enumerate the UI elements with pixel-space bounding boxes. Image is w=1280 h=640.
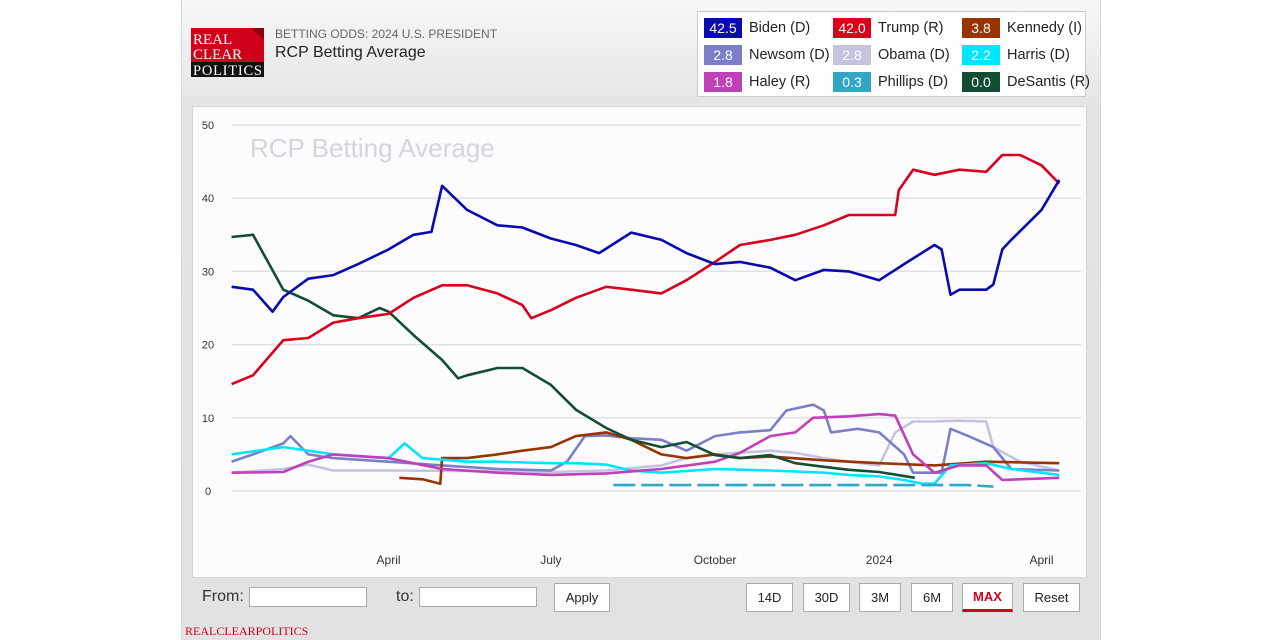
range-button-max[interactable]: MAX	[962, 583, 1013, 612]
series-line-haley	[231, 412, 1060, 482]
legend-name: Harris (D)	[1007, 47, 1070, 63]
series-line-phillips	[613, 483, 994, 488]
series-line-obama	[231, 419, 1060, 474]
x-tick-label: April	[377, 553, 401, 567]
legend-item[interactable]: 2.8 Obama (D)	[833, 44, 950, 66]
legend-item[interactable]: 42.0 Trump (R)	[833, 17, 944, 39]
y-tick-label: 50	[202, 120, 214, 132]
to-date-input[interactable]	[419, 587, 537, 607]
apply-button[interactable]: Apply	[554, 583, 610, 612]
legend-value: 42.0	[833, 18, 871, 38]
legend-value: 2.8	[833, 45, 871, 65]
legend-name: Biden (D)	[749, 20, 811, 36]
y-tick-label: 40	[202, 193, 214, 205]
range-button-reset[interactable]: Reset	[1023, 583, 1080, 612]
svg-text:POLITICS: POLITICS	[193, 63, 262, 77]
range-button-14d[interactable]: 14D	[746, 583, 793, 612]
legend-value: 2.2	[962, 45, 1000, 65]
series-line-trump	[231, 153, 1061, 386]
range-button-3m[interactable]: 3M	[859, 583, 901, 612]
legend-value: 3.8	[962, 18, 1000, 38]
x-tick-label: October	[694, 553, 737, 567]
legend-item[interactable]: 0.3 Phillips (D)	[833, 71, 948, 93]
legend-item[interactable]: 1.8 Haley (R)	[704, 71, 810, 93]
legend-value: 42.5	[704, 18, 742, 38]
x-tick-label: 2024	[866, 553, 893, 567]
series-line-biden	[231, 179, 1061, 313]
x-tick-label: July	[540, 553, 561, 567]
y-tick-label: 10	[202, 413, 214, 425]
legend-value: 2.8	[704, 45, 742, 65]
legend-item[interactable]: 42.5 Biden (D)	[704, 17, 810, 39]
y-tick-label: 20	[202, 340, 214, 352]
chart-title: RCP Betting Average	[275, 44, 426, 61]
watermark-title: RCP Betting Average	[250, 133, 495, 163]
legend: 42.5 Biden (D) 42.0 Trump (R) 3.8 Kennedy (I)…	[697, 11, 1090, 97]
footer-brand: REALCLEARPOLITICS	[185, 624, 309, 638]
legend-name: DeSantis (R)	[1007, 74, 1090, 90]
svg-text:REAL: REAL	[193, 32, 232, 48]
legend-name: Kennedy (I)	[1007, 20, 1082, 36]
rcp-logo: REAL CLEAR POLITICS	[191, 28, 264, 77]
x-tick-label: April	[1029, 553, 1053, 567]
range-button-6m[interactable]: 6M	[911, 583, 953, 612]
legend-item[interactable]: 0.0 DeSantis (R)	[962, 71, 1090, 93]
legend-name: Obama (D)	[878, 47, 950, 63]
chart-area	[192, 106, 1087, 578]
legend-name: Trump (R)	[878, 20, 944, 36]
chart-subtitle: BETTING ODDS: 2024 U.S. PRESIDENT	[275, 27, 498, 41]
series-line-harris	[231, 442, 1060, 485]
y-tick-label: 30	[202, 266, 214, 278]
date-toolbar: From: to: Apply 14D 30D 3M 6M MAX Reset	[192, 578, 1087, 620]
legend-item[interactable]: 2.8 Newsom (D)	[704, 44, 830, 66]
series-line-newsom	[231, 403, 1060, 474]
range-button-30d[interactable]: 30D	[803, 583, 850, 612]
series-line-desantis	[231, 233, 916, 480]
from-date-input[interactable]	[249, 587, 367, 607]
legend-item[interactable]: 3.8 Kennedy (I)	[962, 17, 1082, 39]
y-tick-label: 0	[205, 486, 211, 498]
legend-item[interactable]: 2.2 Harris (D)	[962, 44, 1070, 66]
legend-name: Phillips (D)	[878, 74, 949, 90]
from-label: From:	[202, 588, 244, 605]
svg-text:CLEAR: CLEAR	[193, 47, 242, 63]
legend-value: 0.0	[962, 72, 1000, 92]
legend-name: Newsom (D)	[749, 47, 830, 63]
to-label: to:	[396, 588, 414, 605]
legend-value: 1.8	[704, 72, 742, 92]
legend-value: 0.3	[833, 72, 871, 92]
legend-name: Haley (R)	[749, 74, 811, 90]
